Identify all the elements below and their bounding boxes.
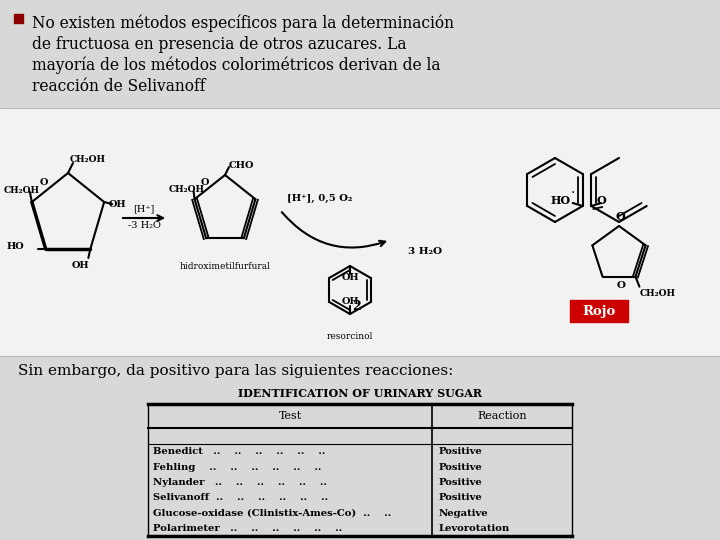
- Text: 3 H₂O: 3 H₂O: [408, 247, 442, 256]
- Text: IDENTIFICATION OF URINARY SUGAR: IDENTIFICATION OF URINARY SUGAR: [238, 388, 482, 399]
- Text: CHO: CHO: [229, 160, 254, 170]
- Text: Fehling    ..    ..    ..    ..    ..    ..: Fehling .. .. .. .. .. ..: [153, 462, 321, 471]
- Text: O: O: [616, 281, 626, 291]
- Text: Polarimeter   ..    ..    ..    ..    ..    ..: Polarimeter .. .. .. .. .. ..: [153, 524, 342, 533]
- Text: -3 H₂O: -3 H₂O: [127, 220, 161, 230]
- Text: O: O: [596, 195, 606, 206]
- Text: Sin embargo, da positivo para las siguientes reacciones:: Sin embargo, da positivo para las siguie…: [18, 364, 454, 378]
- Text: Selivanoff  ..    ..    ..    ..    ..    ..: Selivanoff .. .. .. .. .. ..: [153, 493, 328, 502]
- Text: Rojo: Rojo: [582, 305, 616, 318]
- Text: O: O: [201, 178, 209, 187]
- Text: Negative: Negative: [438, 509, 487, 517]
- Bar: [14, 14, 23, 23]
- Text: Nylander   ..    ..    ..    ..    ..    ..: Nylander .. .. .. .. .. ..: [153, 478, 327, 487]
- Text: CH₂OH: CH₂OH: [70, 154, 106, 164]
- Text: OH: OH: [108, 199, 126, 208]
- Text: mayoría de los métodos colorimétricos derivan de la: mayoría de los métodos colorimétricos de…: [32, 57, 441, 75]
- Text: resorcinol: resorcinol: [327, 332, 373, 341]
- Text: O: O: [615, 211, 625, 221]
- Text: OH: OH: [341, 298, 359, 307]
- Text: [H⁺], 0,5 O₂: [H⁺], 0,5 O₂: [287, 193, 353, 202]
- Text: Positive: Positive: [438, 478, 482, 487]
- Text: Positive: Positive: [438, 493, 482, 502]
- Text: Positive: Positive: [438, 447, 482, 456]
- Text: HO: HO: [6, 242, 24, 252]
- Text: de fructuosa en presencia de otros azucares. La: de fructuosa en presencia de otros azuca…: [32, 36, 407, 53]
- Text: Benedict   ..    ..    ..    ..    ..    ..: Benedict .. .. .. .. .. ..: [153, 447, 325, 456]
- Bar: [570, 300, 628, 322]
- Text: Glucose-oxidase (Clinistix-Ames-Co)  ..    ..: Glucose-oxidase (Clinistix-Ames-Co) .. .…: [153, 509, 391, 517]
- Text: [H⁺]: [H⁺]: [133, 205, 155, 213]
- Bar: [0, 108, 720, 356]
- Text: 2: 2: [352, 300, 361, 313]
- Text: .: .: [570, 182, 575, 196]
- Bar: [0, 0, 720, 108]
- Text: HO: HO: [551, 194, 571, 206]
- Text: Test: Test: [279, 411, 302, 421]
- Text: Levorotation: Levorotation: [438, 524, 509, 533]
- Text: No existen métodos específicos para la determinación: No existen métodos específicos para la d…: [32, 15, 454, 32]
- Bar: [0, 356, 720, 540]
- Text: CH₂OH: CH₂OH: [4, 186, 40, 194]
- Text: reacción de Selivanoff: reacción de Selivanoff: [32, 78, 205, 95]
- Text: hidroximetilfurfural: hidroximetilfurfural: [179, 262, 271, 271]
- Text: CH₂OH: CH₂OH: [168, 185, 204, 194]
- Text: Positive: Positive: [438, 462, 482, 471]
- Text: Reaction: Reaction: [477, 411, 527, 421]
- Text: CH₂OH: CH₂OH: [639, 289, 675, 298]
- Text: O: O: [40, 178, 48, 187]
- Text: OH: OH: [71, 261, 89, 270]
- Text: OH: OH: [341, 273, 359, 282]
